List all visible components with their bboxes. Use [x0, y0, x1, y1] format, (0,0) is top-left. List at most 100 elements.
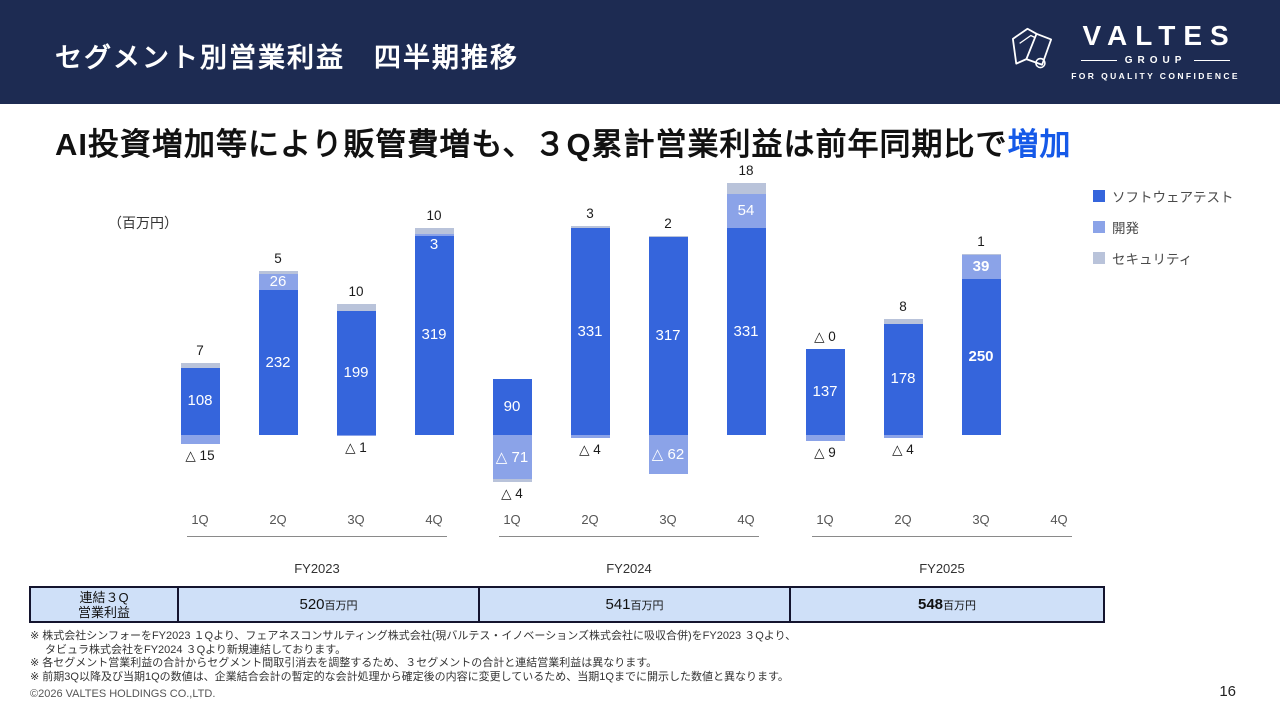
table-value-unit: 百万円 [630, 599, 664, 612]
footnote-line: ※ 各セグメント営業利益の合計からセグメント間取引消去を調整するため、３セグメン… [30, 657, 658, 669]
bar-value-label-software-test: 232 [265, 353, 291, 371]
table-value-number: 541 [605, 596, 631, 613]
valtes-logo: VALTES GROUP FOR QUALITY CONFIDENCE [1005, 22, 1240, 81]
legend-label: 開発 [1112, 221, 1139, 236]
quarter-tick-label: 3Q [972, 512, 990, 527]
brand-group: GROUP [1124, 55, 1187, 66]
headline: AI投資増加等により販管費増も、３Q累計営業利益は前年同期比で増加 [55, 119, 1072, 164]
bar-segment-software_test [805, 349, 845, 435]
bar-segment-security [961, 253, 1001, 255]
bar-segment-dev-negative [570, 435, 610, 438]
quarter-tick-label: 4Q [425, 512, 443, 527]
bar-segment-dev-negative [805, 435, 845, 441]
x-axis-line [499, 536, 759, 537]
bar-segment-security [258, 270, 298, 274]
table-header-line: 連結３Q [79, 589, 129, 605]
bar-bottom-label: △ 4 [501, 485, 523, 501]
bar-segment-software_test [570, 228, 610, 435]
brand-group-row: GROUP [1080, 55, 1231, 66]
table-value-cell-fy2024: 541 百万円 [478, 588, 789, 621]
bar-value-label-software-test: 137 [812, 383, 838, 401]
bar-segment-security [336, 304, 376, 311]
legend-swatch-dev [1093, 221, 1105, 233]
page-number: 16 [1219, 683, 1236, 700]
bar-top-label: 5 [274, 250, 282, 266]
bar-value-label-software-test: 331 [577, 322, 603, 340]
bar-segment-dev-negative [648, 435, 688, 474]
legend-swatch-software-test [1093, 190, 1105, 202]
bar-top-label: 3 [586, 206, 594, 222]
bar-segment-dev-negative [492, 435, 532, 480]
bar-value-label-dev: △ 71 [495, 449, 529, 467]
bar-top-label: △ 0 [814, 329, 836, 345]
quarter-tick-label: 3Q [659, 512, 677, 527]
bar-segment-software_test [961, 278, 1001, 435]
brand-tagline: FOR QUALITY CONFIDENCE [1071, 71, 1240, 81]
bar-bottom-label: △ 4 [579, 441, 601, 457]
bar-segment-software_test [180, 367, 220, 435]
table-value-cell-fy2023: 520 百万円 [177, 588, 478, 621]
bar-top-label: 8 [899, 298, 907, 314]
bar-segment-software_test [336, 310, 376, 435]
bar-value-label-software-test: 319 [421, 326, 447, 344]
bar-segment-security [180, 363, 220, 368]
valtes-cube-icon [1005, 22, 1059, 81]
bar-segment-dev [726, 194, 766, 229]
legend-item-dev: 開発 [1093, 217, 1234, 237]
table-value-unit: 百万円 [324, 599, 358, 612]
bar-value-label-software-test: 199 [343, 363, 369, 381]
x-axis-line [812, 536, 1072, 537]
bar-value-label-software-test: 317 [655, 326, 681, 344]
legend-label: セキュリティ [1112, 252, 1193, 267]
bar-value-label-dev: 54 [737, 202, 755, 220]
legend-item-security: セキュリティ [1093, 248, 1234, 268]
quarter-tick-label: 2Q [581, 512, 599, 527]
footnote-line: ※ 前期3Q以降及び当期1Qの数値は、企業結合会計の暫定的な会計処理から確定後の… [30, 670, 789, 683]
bar-segment-security-negative [492, 479, 532, 482]
bar-top-label: 10 [348, 284, 364, 300]
bar-value-label-dev: 26 [269, 272, 287, 290]
bar-top-label: 7 [196, 343, 204, 359]
bar-segment-software_test [492, 378, 532, 435]
quarter-tick-label: 4Q [737, 512, 755, 527]
chart-legend: ソフトウェアテスト 開発 セキュリティ [1093, 186, 1234, 279]
table-header-cell: 連結３Q 営業利益 [31, 588, 177, 621]
bar-segment-software_test [648, 236, 688, 435]
quarter-tick-label: 2Q [269, 512, 287, 527]
quarter-tick-label: 1Q [503, 512, 521, 527]
bar-top-label: 2 [664, 215, 672, 231]
bar-segment-software_test [883, 323, 923, 435]
bar-bottom-label: △ 1 [345, 439, 367, 455]
fiscal-year-label: FY2023 [294, 561, 340, 576]
bar-value-label-software-test: 178 [890, 370, 916, 388]
bar-segment-security [570, 226, 610, 229]
logo-text: VALTES GROUP FOR QUALITY CONFIDENCE [1071, 20, 1240, 82]
bar-top-label: 1 [977, 233, 985, 249]
table-value-number: 520 [299, 596, 325, 613]
headline-main: AI投資増加等により販管費増も、３Q累計営業利益は前年同期比で [55, 127, 1008, 162]
bar-bottom-label: △ 4 [892, 441, 914, 457]
quarter-tick-label: 1Q [191, 512, 209, 527]
bar-segment-dev-negative [883, 435, 923, 438]
quarter-tick-label: 4Q [1050, 512, 1068, 527]
group-line-left [1080, 60, 1117, 61]
bar-value-label-software-test: 250 [968, 347, 994, 365]
quarter-tick-label: 1Q [816, 512, 834, 527]
table-value-number: 548 [917, 596, 944, 613]
bar-top-label: 18 [738, 163, 754, 179]
footnotes: ※ 株式会社シンフォーをFY2023 １Qより、フェアネスコンサルティング株式会… [30, 630, 796, 684]
fiscal-year-label: FY2025 [919, 561, 965, 576]
legend-swatch-security [1093, 252, 1105, 264]
bar-segment-software_test [726, 228, 766, 435]
bar-segment-software_test [414, 235, 454, 435]
brand-name: VALTES [1082, 20, 1237, 51]
bar-top-label: 10 [426, 207, 442, 223]
consolidated-3q-profit-table: 連結３Q 営業利益 520 百万円 541 百万円 548 百万円 [29, 586, 1105, 623]
bar-value-label-dev: 39 [972, 257, 990, 275]
fiscal-year-label: FY2024 [606, 561, 652, 576]
chart-unit-label: （百万円） [108, 215, 178, 231]
header-bar: セグメント別営業利益 四半期推移 VALTES GROUP FOR QUALIT… [0, 0, 1280, 104]
bar-segment-security [726, 183, 766, 195]
bar-segment-dev-negative [336, 435, 376, 436]
quarter-tick-label: 3Q [347, 512, 365, 527]
